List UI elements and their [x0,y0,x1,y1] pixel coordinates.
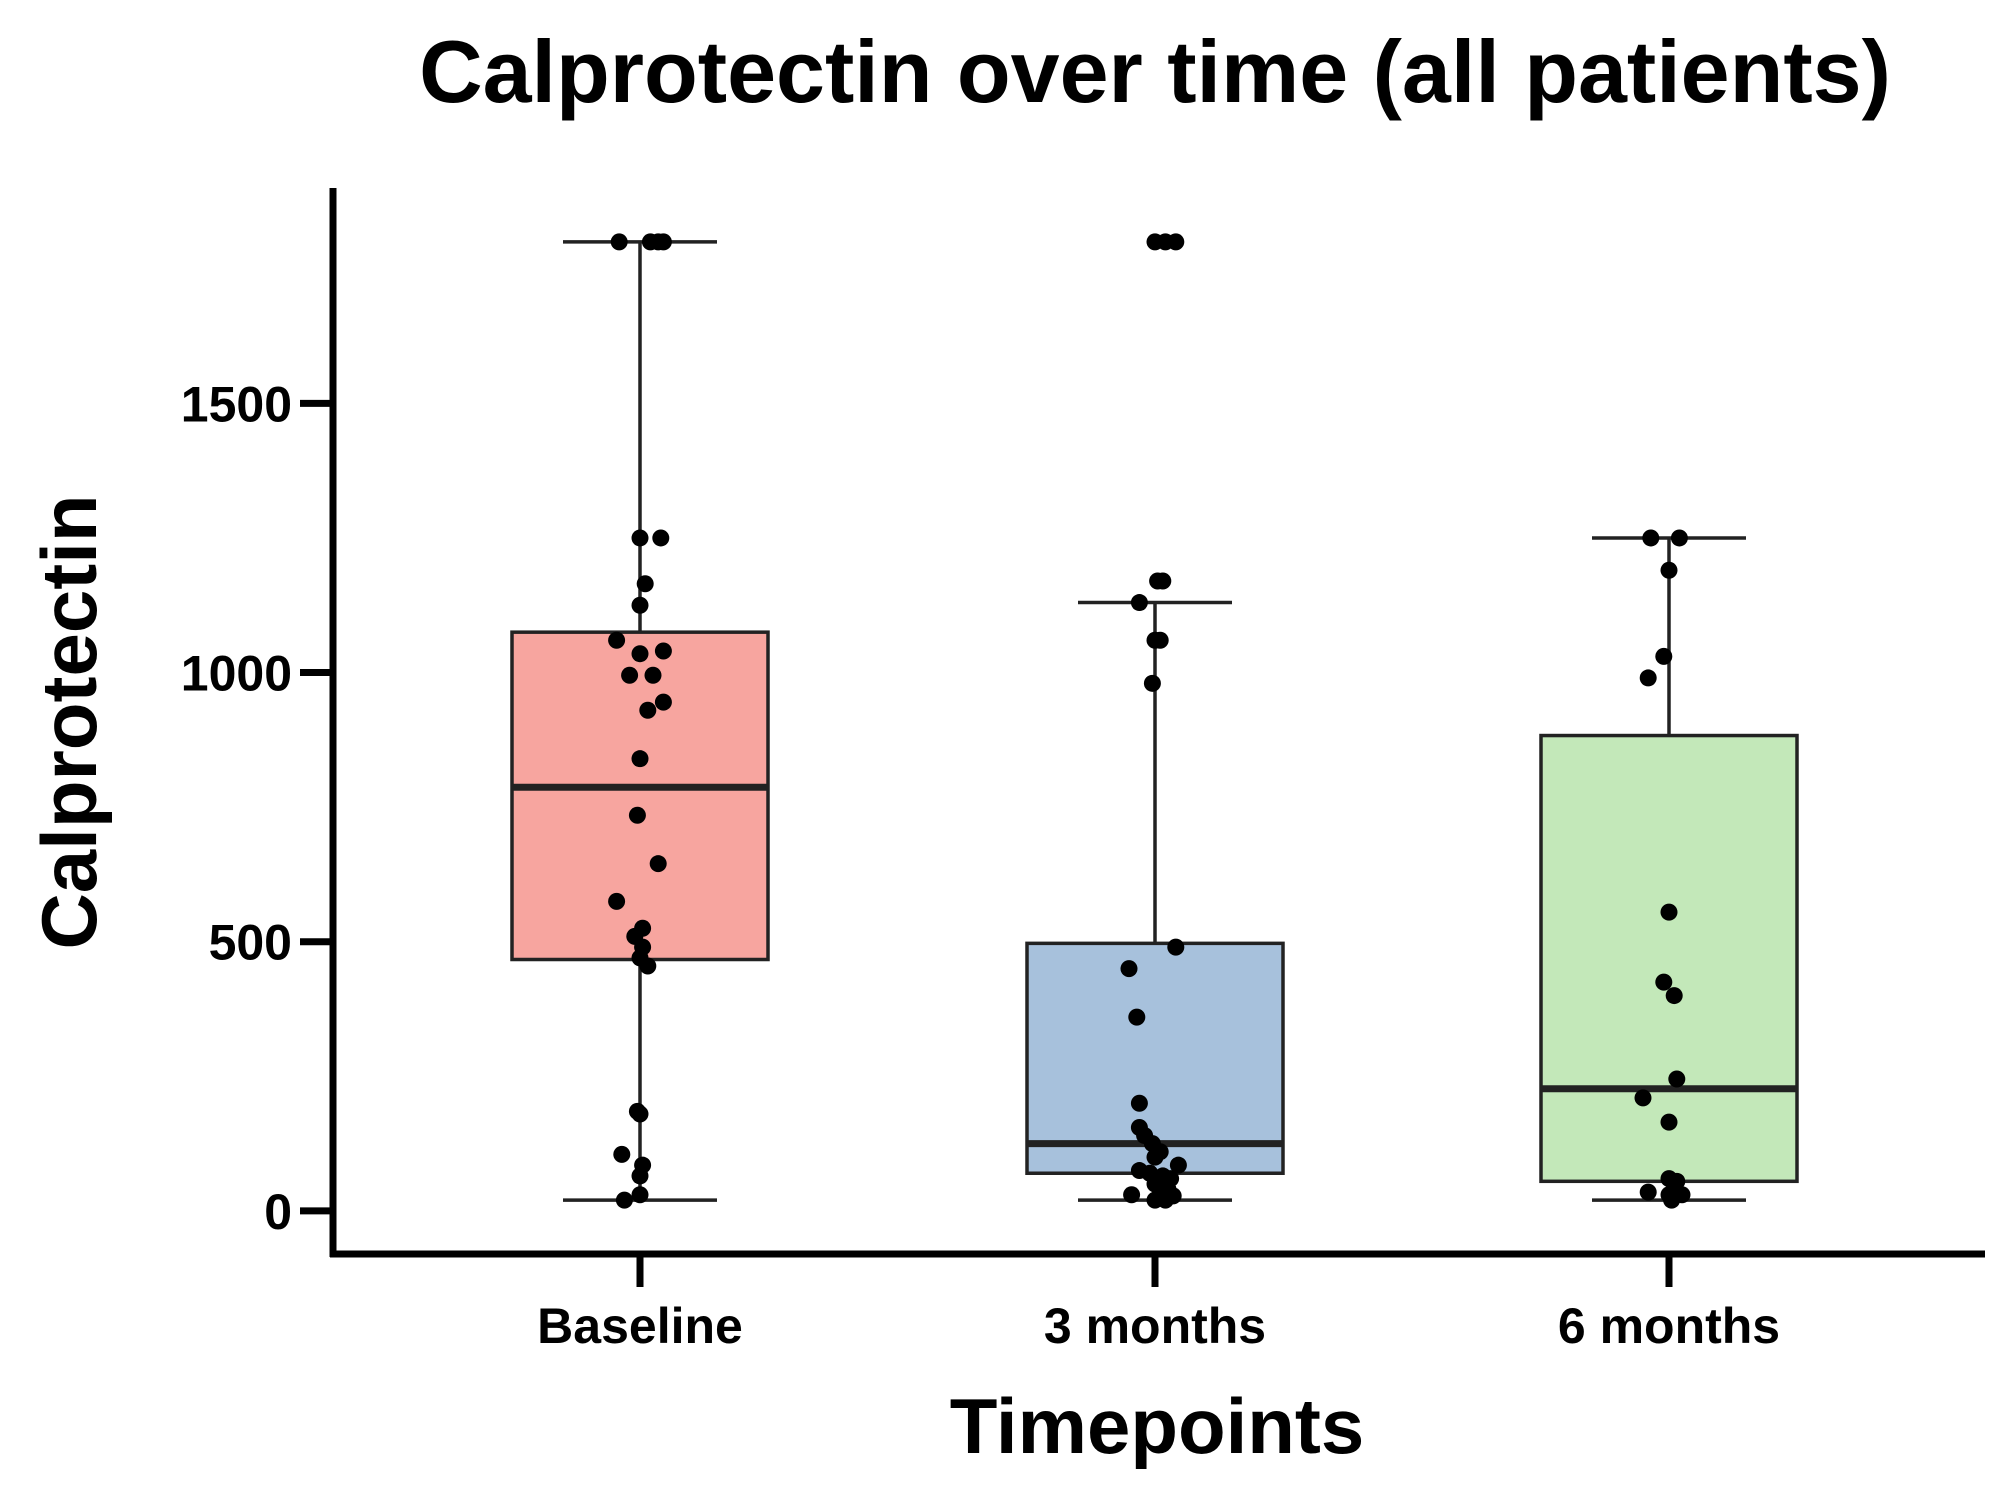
y-axis-title: Calprotectin [25,494,113,949]
data-point [1655,647,1673,665]
data-point [1123,1186,1141,1204]
data-point [1167,233,1185,251]
data-point [1660,1113,1678,1131]
data-point [631,1105,649,1123]
data-point [1146,1148,1164,1166]
y-axis-ticks: 0 500 1000 1500 [181,376,333,1240]
data-point [615,1191,633,1209]
data-point [1130,1094,1148,1112]
data-point [1634,1089,1652,1107]
y-tick-label: 1000 [181,646,292,702]
data-point [610,233,628,251]
data-point [639,701,657,719]
box-group [1539,529,1799,1209]
data-point [1167,938,1185,956]
data-point [1668,1070,1686,1088]
data-point [631,596,649,614]
box [1025,941,1285,1175]
data-point [1130,594,1148,612]
data-point [1660,561,1678,579]
data-point [1642,529,1660,547]
x-axis-title: Timepoints [950,1382,1365,1470]
data-point [631,1167,649,1185]
box [1539,733,1799,1184]
data-point [1169,1156,1187,1174]
x-tick-label: 3 months [1044,1298,1266,1354]
data-point [1154,572,1172,590]
box [510,630,770,962]
data-point [1128,1008,1146,1026]
chart-title: Calprotectin over time (all patients) [419,22,1891,121]
y-tick-label: 0 [264,1184,292,1240]
data-point [631,529,649,547]
box-group [510,233,770,1209]
data-point [1655,973,1673,991]
data-point [631,750,649,768]
x-tick-label: 6 months [1558,1298,1780,1354]
data-point [1120,960,1138,978]
data-point [1663,1191,1681,1209]
data-point [613,1145,631,1163]
data-point [1670,529,1688,547]
data-point [608,631,626,649]
data-point [621,666,639,684]
data-point [1156,1191,1174,1209]
data-point [1639,669,1657,687]
data-point [649,855,667,873]
data-point [631,1186,649,1204]
data-point [1660,903,1678,921]
box-group [1025,233,1285,1209]
data-point [631,645,649,663]
x-tick-label: Baseline [537,1298,743,1354]
data-point [628,806,646,824]
data-point [644,666,662,684]
plot-area [510,233,1799,1209]
data-point [639,957,657,975]
data-point [608,892,626,910]
y-tick-label: 1500 [181,376,292,432]
data-point [1639,1183,1657,1201]
data-point [654,693,672,711]
data-point [1151,631,1169,649]
data-point [652,529,670,547]
y-tick-label: 500 [209,915,292,971]
data-point [636,575,654,593]
data-point [1665,987,1683,1005]
data-point [654,642,672,660]
data-point [1143,674,1161,692]
data-point [654,233,672,251]
x-axis-ticks: Baseline 3 months 6 months [537,1254,1780,1354]
